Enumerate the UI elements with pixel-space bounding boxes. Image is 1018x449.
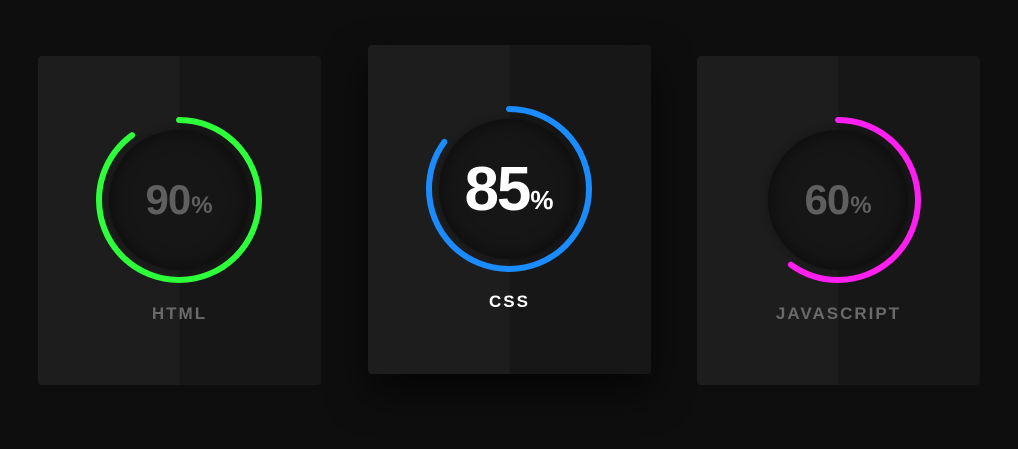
progress-ring-css: 85 % [426,106,592,272]
ring-inner-disc [109,130,249,270]
skill-card-css[interactable]: 85 % CSS [368,45,651,374]
progress-ring-svg [96,117,262,283]
ring-inner-disc [768,130,908,270]
ring-inner-disc [439,119,579,259]
skill-percent: 60 % [755,117,921,283]
skill-percent-number: 60 [804,176,850,223]
skill-percent: 85 % [426,106,592,272]
skill-percent-unit: % [530,184,554,215]
skill-percent-unit: % [191,192,213,219]
progress-arc [426,106,592,272]
progress-ring-html: 90 % [96,117,262,283]
skill-percent-number: 85 [464,154,531,224]
skill-card-html[interactable]: 90 % HTML [38,56,321,385]
progress-ring-svg [755,117,921,283]
progress-arc [96,117,262,283]
skill-percent-unit: % [850,192,872,219]
progress-ring-svg [426,106,592,272]
progress-arc [755,117,921,283]
skill-percent: 90 % [96,117,262,283]
skill-label: HTML [151,304,208,323]
skill-label: CSS [489,292,530,311]
progress-ring-javascript: 60 % [755,117,921,283]
skill-card-javascript[interactable]: 60 % JAVASCRIPT [697,56,980,385]
skill-label: JAVASCRIPT [775,304,902,323]
skill-percent-number: 90 [145,176,191,223]
